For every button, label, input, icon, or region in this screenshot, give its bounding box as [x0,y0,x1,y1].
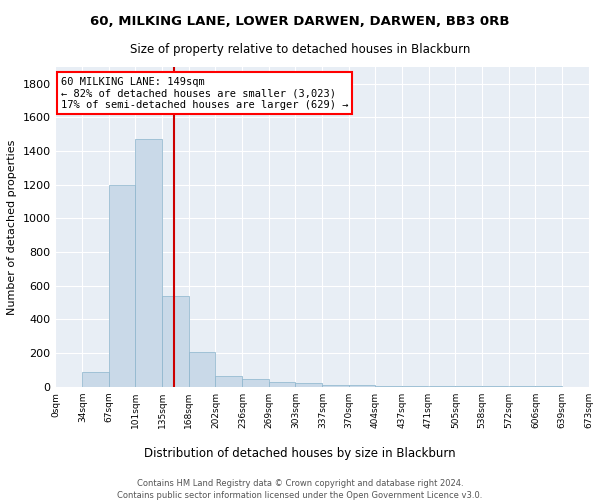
Bar [188,352,215,387]
Text: 60 MILKING LANE: 149sqm
← 82% of detached houses are smaller (3,023)
17% of semi: 60 MILKING LANE: 149sqm ← 82% of detache… [61,76,349,110]
Bar [82,372,109,387]
Bar [455,386,482,387]
Text: Distribution of detached houses by size in Blackburn: Distribution of detached houses by size … [144,448,456,460]
Bar [109,185,134,387]
Bar [428,386,455,387]
Bar [322,386,349,387]
Text: 60, MILKING LANE, LOWER DARWEN, DARWEN, BB3 0RB: 60, MILKING LANE, LOWER DARWEN, DARWEN, … [90,15,510,28]
Bar [295,382,322,387]
Bar [215,376,242,387]
Bar [376,386,401,387]
Bar [349,386,374,387]
Bar [401,386,428,387]
Text: Contains HM Land Registry data © Crown copyright and database right 2024.: Contains HM Land Registry data © Crown c… [137,479,463,488]
Bar [509,386,535,387]
Bar [482,386,508,387]
Y-axis label: Number of detached properties: Number of detached properties [7,139,17,314]
Bar [269,382,295,387]
Text: Size of property relative to detached houses in Blackburn: Size of property relative to detached ho… [130,42,470,56]
Bar [136,140,161,387]
Bar [242,379,269,387]
Text: Contains public sector information licensed under the Open Government Licence v3: Contains public sector information licen… [118,491,482,500]
Bar [163,296,188,387]
